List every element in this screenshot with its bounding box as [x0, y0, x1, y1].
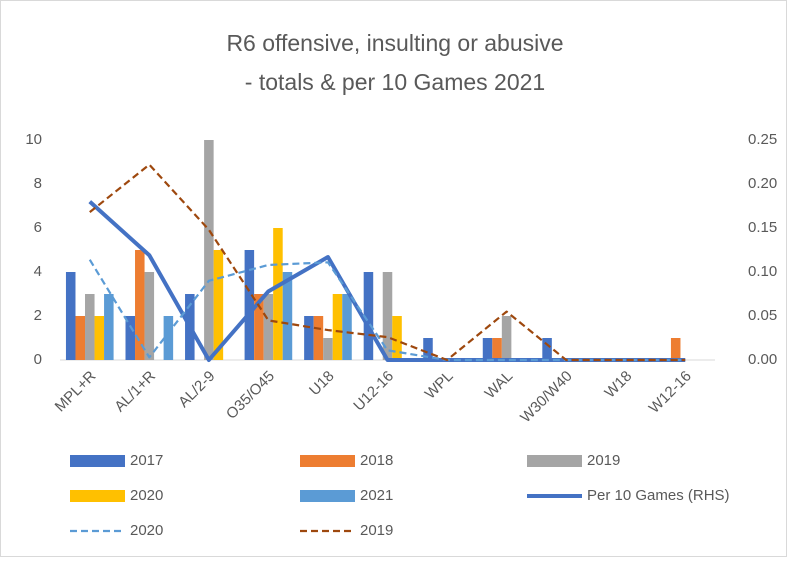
y-tick-label: 4	[34, 263, 42, 280]
legend-swatch	[300, 490, 355, 502]
bar	[313, 316, 324, 360]
legend-label: 2018	[360, 452, 393, 469]
legend-swatch	[70, 490, 125, 502]
y-tick-label: 6	[34, 219, 42, 236]
bar	[542, 338, 552, 360]
bar	[104, 294, 114, 360]
bar	[244, 250, 255, 360]
bar	[670, 338, 681, 360]
y2-tick-label: 0.00	[748, 351, 777, 368]
chart-title: R6 offensive, insulting or abusive	[226, 30, 563, 56]
bar	[382, 272, 393, 360]
y2-tick-label: 0.05	[748, 307, 777, 324]
bar	[342, 294, 352, 360]
legend-label: 2020	[130, 522, 163, 539]
bar	[144, 272, 155, 360]
y-tick-label: 8	[34, 175, 42, 192]
bar	[65, 272, 76, 360]
bar	[482, 338, 493, 360]
bar	[94, 316, 105, 360]
bar	[363, 272, 374, 360]
bar	[204, 140, 214, 360]
bar	[332, 294, 343, 360]
y2-tick-label: 0.25	[748, 131, 777, 148]
bar	[323, 338, 333, 360]
legend-label: 2020	[130, 487, 163, 504]
legend-swatch	[70, 455, 125, 467]
legend-label: 2019	[360, 522, 393, 539]
bar	[163, 316, 174, 360]
bar	[213, 250, 224, 360]
y-tick-label: 0	[34, 351, 42, 368]
bar	[254, 294, 264, 360]
bar	[392, 316, 402, 360]
legend-label: 2021	[360, 487, 393, 504]
bar	[125, 316, 136, 360]
legend-swatch	[527, 455, 582, 467]
legend-label: Per 10 Games (RHS)	[587, 487, 730, 504]
bar	[501, 316, 512, 360]
y2-tick-label: 0.20	[748, 175, 777, 192]
legend-label: 2019	[587, 452, 620, 469]
bar	[492, 338, 502, 360]
bar	[135, 250, 145, 360]
y-tick-label: 10	[25, 131, 42, 148]
bar	[282, 272, 293, 360]
chart-subtitle: - totals & per 10 Games 2021	[245, 69, 545, 95]
bar	[304, 316, 314, 360]
bar	[263, 294, 274, 360]
line	[89, 163, 686, 362]
bar	[75, 316, 86, 360]
legend-swatch	[300, 455, 355, 467]
y-tick-label: 2	[34, 307, 42, 324]
y2-tick-label: 0.15	[748, 219, 777, 236]
bar	[423, 338, 433, 360]
bar	[273, 228, 283, 360]
y2-tick-label: 0.10	[748, 263, 777, 280]
bar	[85, 294, 95, 360]
legend-label: 2017	[130, 452, 163, 469]
